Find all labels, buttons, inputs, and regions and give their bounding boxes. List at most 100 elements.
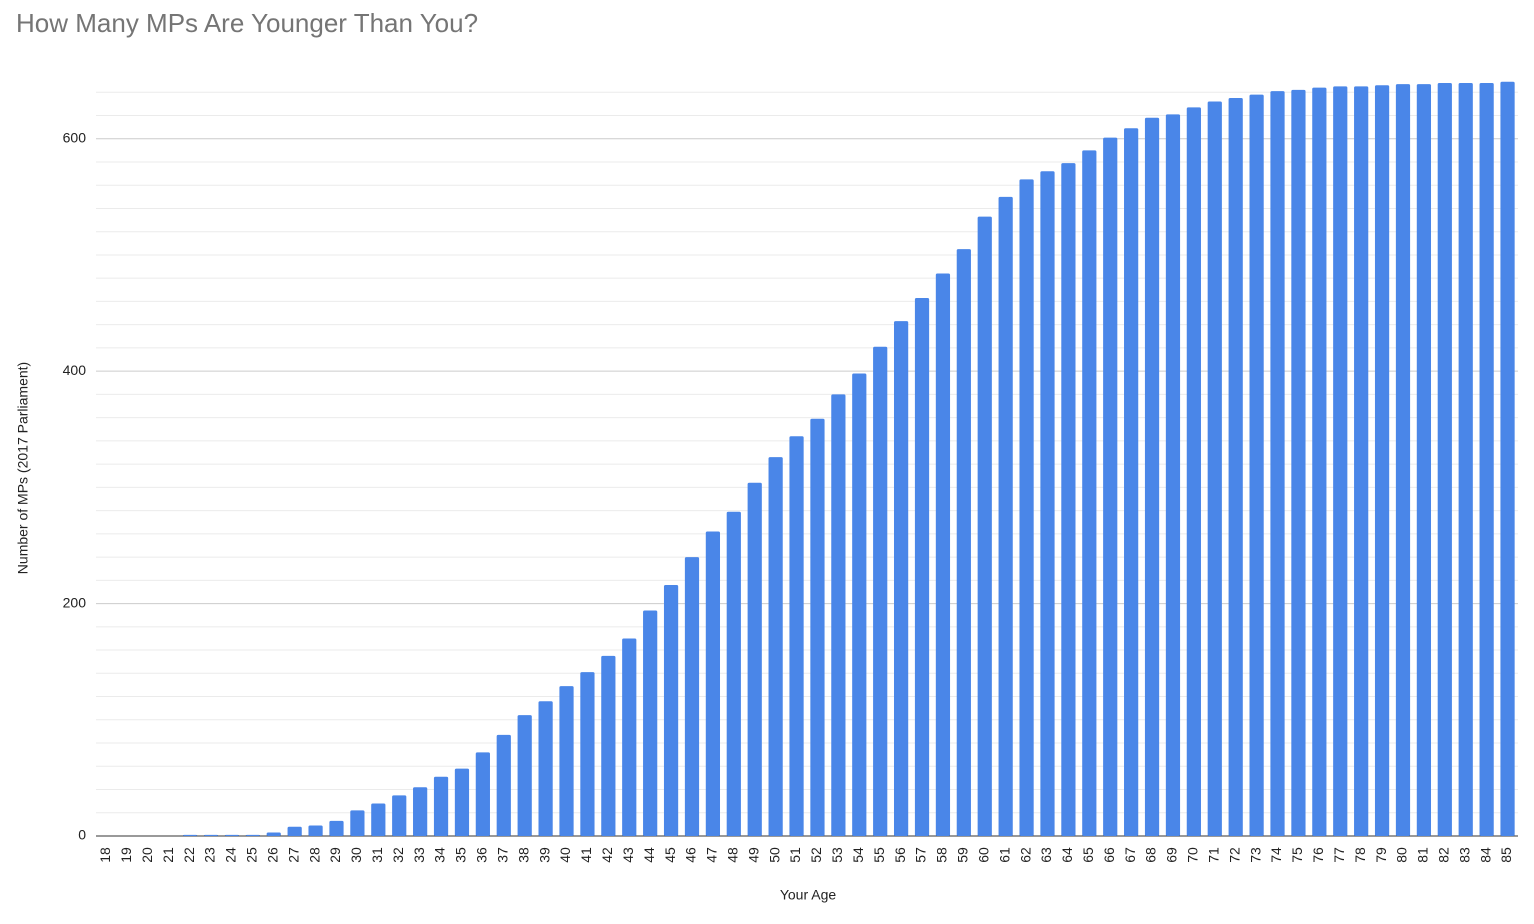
bar xyxy=(643,610,658,836)
bar xyxy=(1500,81,1515,837)
x-tick-label: 57 xyxy=(913,847,929,863)
bar xyxy=(433,776,449,836)
bar xyxy=(517,715,532,836)
x-tick-label: 76 xyxy=(1310,847,1326,863)
bar xyxy=(329,820,344,836)
y-tick-label: 400 xyxy=(63,362,87,378)
bar xyxy=(350,810,365,836)
bar xyxy=(1479,82,1494,837)
x-tick-label: 48 xyxy=(725,847,741,863)
bar xyxy=(1165,114,1181,836)
bar xyxy=(203,834,219,836)
x-tick-label: 51 xyxy=(787,847,803,863)
bar xyxy=(1228,98,1243,836)
bar xyxy=(1040,171,1055,836)
x-tick-label: 30 xyxy=(348,847,364,863)
bar xyxy=(601,655,616,836)
x-tick-label: 25 xyxy=(244,847,260,863)
x-tick-label: 59 xyxy=(955,847,971,863)
y-tick-label: 600 xyxy=(63,129,87,145)
x-tick-label: 21 xyxy=(160,847,176,863)
x-tick-label: 69 xyxy=(1164,847,1180,863)
x-tick-label: 78 xyxy=(1352,847,1368,863)
x-tick-label: 36 xyxy=(474,847,490,863)
bar xyxy=(914,297,930,836)
x-tick-label: 23 xyxy=(202,847,218,863)
bar xyxy=(1291,89,1306,836)
x-tick-label: 27 xyxy=(285,847,301,863)
x-tick-label: 18 xyxy=(97,847,113,863)
bar xyxy=(454,768,470,836)
x-tick-label: 45 xyxy=(662,847,678,863)
x-tick-label: 53 xyxy=(829,847,845,863)
x-tick-label: 39 xyxy=(536,847,552,863)
bar xyxy=(475,752,490,836)
x-tick-label: 63 xyxy=(1038,847,1054,863)
x-tick-label: 73 xyxy=(1247,847,1263,863)
bar xyxy=(1019,179,1034,837)
x-tick-label: 41 xyxy=(578,847,594,863)
x-tick-label: 66 xyxy=(1101,847,1117,863)
bar xyxy=(998,196,1013,837)
x-tick-label: 34 xyxy=(432,847,448,863)
bar xyxy=(182,834,198,836)
bar xyxy=(622,638,637,836)
y-axis-title: Number of MPs (2017 Parliament) xyxy=(15,362,31,574)
bar xyxy=(245,834,260,836)
x-tick-label: 19 xyxy=(118,847,134,863)
bar xyxy=(1124,128,1139,836)
x-tick-label: 74 xyxy=(1268,847,1284,863)
bar xyxy=(308,825,323,836)
bar xyxy=(580,672,595,836)
x-tick-label: 29 xyxy=(327,847,343,863)
x-tick-label: 67 xyxy=(1122,847,1138,863)
bar xyxy=(935,273,951,836)
x-tick-label: 22 xyxy=(181,847,197,863)
bar xyxy=(1458,82,1473,837)
x-tick-label: 46 xyxy=(683,847,699,863)
x-tick-label: 54 xyxy=(850,847,866,863)
bar xyxy=(684,557,700,836)
x-tick-label: 31 xyxy=(369,847,385,863)
x-tick-label: 49 xyxy=(745,847,761,863)
x-tick-label: 24 xyxy=(223,847,239,863)
bar xyxy=(1249,94,1264,837)
x-tick-label: 58 xyxy=(934,847,950,863)
bar xyxy=(852,373,867,836)
x-tick-label: 52 xyxy=(808,847,824,863)
bar xyxy=(392,795,407,836)
x-axis-title: Your Age xyxy=(780,887,837,903)
bar xyxy=(413,787,428,836)
bar xyxy=(287,826,302,836)
x-tick-label: 62 xyxy=(1017,847,1033,863)
bar xyxy=(810,418,825,836)
bar xyxy=(1186,107,1201,837)
bar xyxy=(1207,101,1222,837)
bar xyxy=(1374,85,1390,836)
x-tick-label: 79 xyxy=(1373,847,1389,863)
bar xyxy=(496,734,511,836)
bar xyxy=(663,584,679,836)
x-tick-label: 71 xyxy=(1205,847,1221,863)
chart-title: How Many MPs Are Younger Than You? xyxy=(16,8,478,38)
bar xyxy=(266,832,281,836)
y-tick-label: 200 xyxy=(63,594,87,610)
x-tick-label: 55 xyxy=(871,847,887,863)
x-tick-label: 81 xyxy=(1415,847,1431,863)
bar xyxy=(977,216,992,836)
x-tick-label: 65 xyxy=(1080,847,1096,863)
x-tick-label: 60 xyxy=(975,847,991,863)
x-tick-label: 85 xyxy=(1498,847,1514,863)
x-tick-label: 77 xyxy=(1331,847,1347,863)
bar xyxy=(726,511,741,836)
x-tick-label: 42 xyxy=(599,847,615,863)
bar xyxy=(1416,84,1432,837)
bar xyxy=(705,531,721,836)
bar xyxy=(789,436,804,836)
x-tick-label: 82 xyxy=(1436,847,1452,863)
bar xyxy=(1354,86,1369,836)
x-tick-label: 20 xyxy=(139,847,155,863)
bar xyxy=(768,457,783,836)
bar xyxy=(538,701,553,836)
